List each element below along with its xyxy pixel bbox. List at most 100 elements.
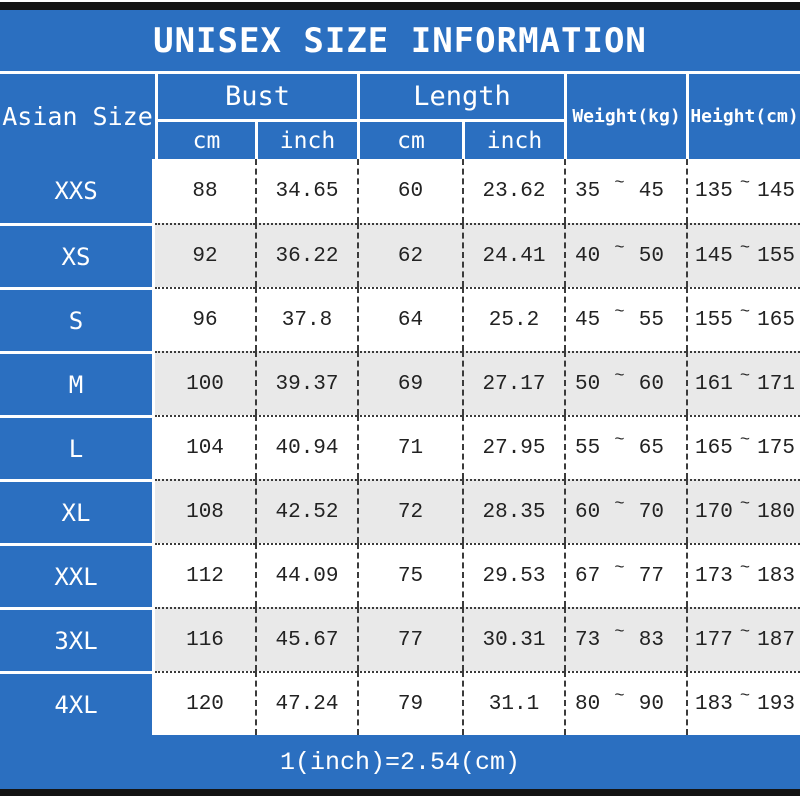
table-header: Asian Size Bust Length cm inch cm inch W… xyxy=(0,74,800,159)
length-inch-value: 25.2 xyxy=(462,287,564,351)
height-min: 170 xyxy=(695,500,733,524)
bust-inch-value: 39.37 xyxy=(255,351,357,415)
length-cm-value: 72 xyxy=(357,479,462,543)
title-band: UNISEX SIZE INFORMATION xyxy=(0,10,800,74)
height-max: 165 xyxy=(757,308,795,332)
footer-band: 1(inch)=2.54(cm) xyxy=(0,735,800,789)
height-range: 177 ~187 xyxy=(686,607,800,671)
length-inch-value: 27.95 xyxy=(462,415,564,479)
header-bust-inch: inch xyxy=(255,119,357,159)
length-cm-value: 60 xyxy=(357,159,462,223)
length-cm-value: 75 xyxy=(357,543,462,607)
bust-cm-value: 112 xyxy=(155,543,255,607)
weight-min: 80 xyxy=(575,692,601,716)
height-max: 155 xyxy=(757,244,795,268)
range-tilde: ~ xyxy=(739,558,751,578)
header-bust: Bust xyxy=(155,74,357,119)
bust-cm-value: 100 xyxy=(155,351,255,415)
bust-inch-value: 40.94 xyxy=(255,415,357,479)
table-row-s: S 96 37.8 64 25.2 45 ~55 155 ~165 xyxy=(0,287,800,351)
weight-min: 60 xyxy=(575,500,601,524)
weight-range: 40 ~50 xyxy=(564,223,686,287)
height-max: 175 xyxy=(757,436,795,460)
range-tilde: ~ xyxy=(614,173,625,193)
size-label: XL xyxy=(0,479,155,543)
table-row-3xl: 3XL 116 45.67 77 30.31 73 ~83 177 ~187 xyxy=(0,607,800,671)
bust-inch-value: 47.24 xyxy=(255,671,357,735)
table-row-xxs: XXS 88 34.65 60 23.62 35 ~45 135 ~145 xyxy=(0,159,800,223)
weight-range: 35 ~45 xyxy=(564,159,686,223)
weight-max: 55 xyxy=(638,308,664,332)
height-min: 161 xyxy=(695,372,733,396)
top-white-strip xyxy=(0,0,800,2)
range-tilde: ~ xyxy=(614,430,625,450)
range-tilde: ~ xyxy=(614,494,625,514)
height-min: 173 xyxy=(695,564,733,588)
range-tilde: ~ xyxy=(614,366,625,386)
length-cm-value: 64 xyxy=(357,287,462,351)
table-row-xs: XS 92 36.22 62 24.41 40 ~50 145 ~155 xyxy=(0,223,800,287)
weight-max: 50 xyxy=(638,244,664,268)
height-max: 180 xyxy=(757,500,795,524)
bust-cm-value: 92 xyxy=(155,223,255,287)
height-max: 171 xyxy=(757,372,795,396)
length-cm-value: 71 xyxy=(357,415,462,479)
size-label: S xyxy=(0,287,155,351)
weight-range: 73 ~83 xyxy=(564,607,686,671)
height-range: 170 ~180 xyxy=(686,479,800,543)
size-label: 4XL xyxy=(0,671,155,735)
length-inch-value: 27.17 xyxy=(462,351,564,415)
length-inch-value: 30.31 xyxy=(462,607,564,671)
weight-max: 77 xyxy=(638,564,664,588)
height-max: 183 xyxy=(757,564,795,588)
weight-range: 60 ~70 xyxy=(564,479,686,543)
weight-max: 90 xyxy=(638,692,664,716)
table-row-xl: XL 108 42.52 72 28.35 60 ~70 170 ~180 xyxy=(0,479,800,543)
header-length-cm: cm xyxy=(357,119,462,159)
header-length: Length xyxy=(357,74,564,119)
range-tilde: ~ xyxy=(614,686,625,706)
height-min: 135 xyxy=(695,179,733,203)
top-black-bar xyxy=(0,2,800,10)
bust-inch-value: 45.67 xyxy=(255,607,357,671)
table-row-l: L 104 40.94 71 27.95 55 ~65 165 ~175 xyxy=(0,415,800,479)
range-tilde: ~ xyxy=(614,622,625,642)
size-label: XXS xyxy=(0,159,155,223)
table-row-m: M 100 39.37 69 27.17 50 ~60 161 ~171 xyxy=(0,351,800,415)
weight-max: 45 xyxy=(638,179,664,203)
weight-min: 73 xyxy=(575,628,601,652)
height-max: 193 xyxy=(757,692,795,716)
length-cm-value: 77 xyxy=(357,607,462,671)
header-asian-size: Asian Size xyxy=(2,102,153,131)
length-cm-value: 79 xyxy=(357,671,462,735)
range-tilde: ~ xyxy=(614,302,625,322)
weight-min: 45 xyxy=(575,308,601,332)
length-inch-value: 24.41 xyxy=(462,223,564,287)
page-title: UNISEX SIZE INFORMATION xyxy=(153,20,647,61)
table-row-xxl: XXL 112 44.09 75 29.53 67 ~77 173 ~183 xyxy=(0,543,800,607)
header-length-inch: inch xyxy=(462,119,564,159)
bust-inch-value: 34.65 xyxy=(255,159,357,223)
header-height: Height(cm) xyxy=(686,74,800,159)
height-min: 177 xyxy=(695,628,733,652)
weight-range: 67 ~77 xyxy=(564,543,686,607)
range-tilde: ~ xyxy=(739,494,751,514)
size-table-body: XXS 88 34.65 60 23.62 35 ~45 135 ~145 XS 9… xyxy=(0,159,800,735)
weight-min: 55 xyxy=(575,436,601,460)
weight-min: 35 xyxy=(575,179,601,203)
range-tilde: ~ xyxy=(739,430,751,450)
bust-inch-value: 36.22 xyxy=(255,223,357,287)
length-inch-value: 31.1 xyxy=(462,671,564,735)
bust-inch-value: 37.8 xyxy=(255,287,357,351)
weight-max: 60 xyxy=(638,372,664,396)
range-tilde: ~ xyxy=(739,686,751,706)
header-bust-cm: cm xyxy=(155,119,255,159)
bust-cm-value: 96 xyxy=(155,287,255,351)
length-cm-value: 62 xyxy=(357,223,462,287)
height-range: 155 ~165 xyxy=(686,287,800,351)
range-tilde: ~ xyxy=(739,302,751,322)
size-label: XXL xyxy=(0,543,155,607)
length-inch-value: 29.53 xyxy=(462,543,564,607)
height-max: 145 xyxy=(757,179,795,203)
bottom-white-strip xyxy=(0,796,800,800)
